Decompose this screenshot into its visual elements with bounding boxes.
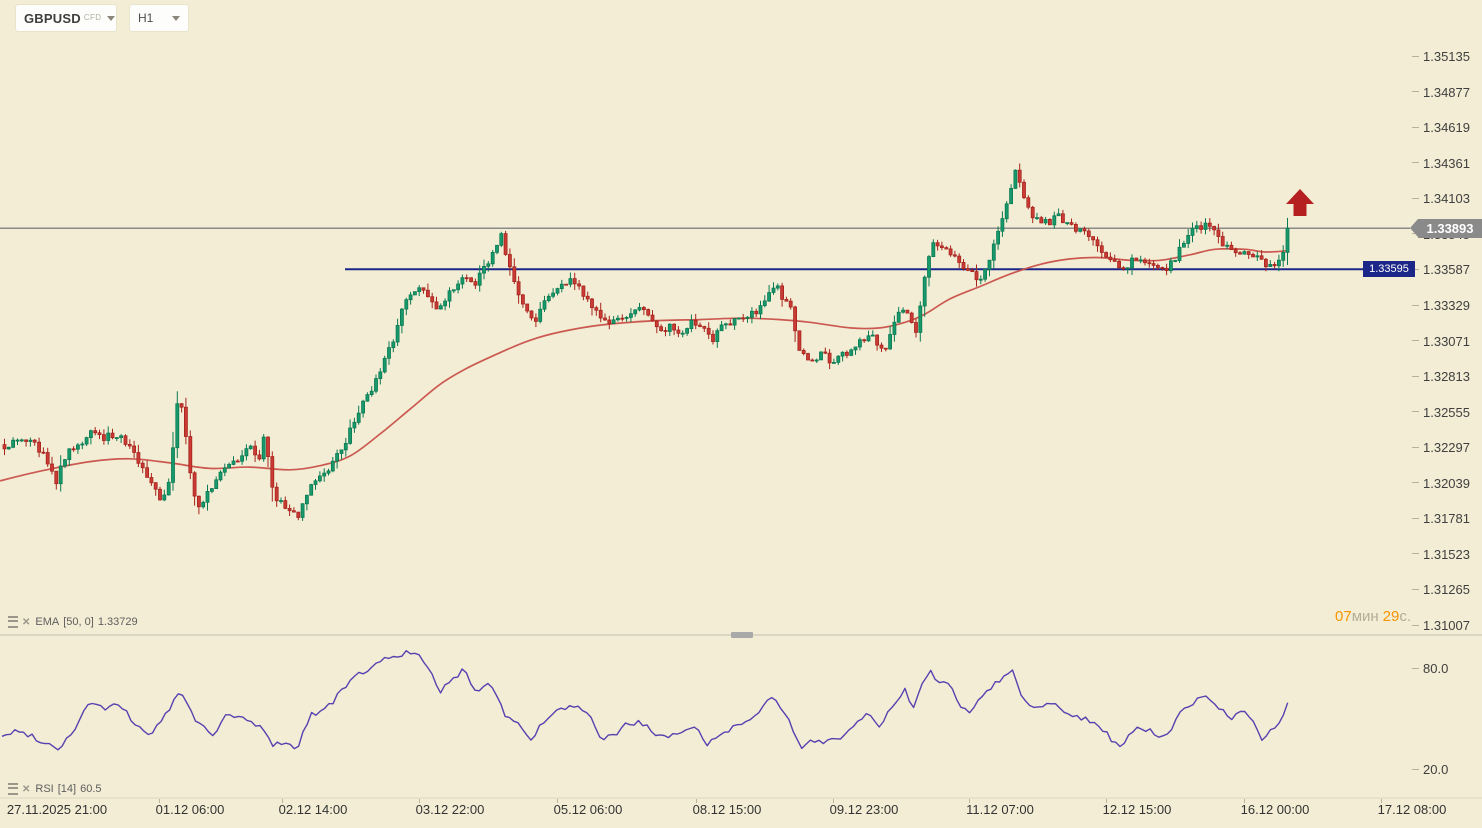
ema-name: EMA — [35, 616, 60, 628]
symbol-type-badge: CFD — [83, 12, 102, 22]
rsi-params: [14] — [57, 783, 77, 795]
timeframe-label: H1 — [138, 11, 154, 25]
pane-resize-handle[interactable] — [0, 632, 1482, 799]
timeframe-selector[interactable]: H1 — [130, 5, 188, 31]
countdown-minutes-unit: мин — [1351, 608, 1379, 625]
ema-line — [0, 247, 1289, 482]
countdown-seconds-unit: с. — [1399, 608, 1412, 625]
current-price-tag: 1.33893 — [1410, 218, 1482, 238]
symbol-selector[interactable]: GBPUSD CFD — [16, 5, 116, 31]
ema-value: 1.33729 — [97, 616, 138, 628]
rsi-name: RSI — [35, 783, 54, 795]
rsi-indicator-label: ✕ RSI [14] 60.5 — [8, 783, 106, 795]
countdown-seconds: 29 — [1382, 608, 1400, 625]
arrow-up-icon[interactable] — [1286, 189, 1314, 216]
candlestick-series — [2, 163, 1290, 521]
rsi-line — [1, 650, 1289, 751]
symbol-name: GBPUSD — [24, 10, 81, 26]
chevron-down-icon — [172, 15, 180, 21]
countdown-minutes: 07 — [1335, 608, 1352, 625]
chevron-down-icon — [107, 15, 116, 21]
ema-params: [50, 0] — [63, 616, 94, 628]
settings-icon[interactable] — [8, 616, 18, 628]
settings-icon[interactable] — [8, 783, 18, 795]
close-icon[interactable]: ✕ — [22, 783, 31, 795]
close-icon[interactable]: ✕ — [22, 616, 31, 628]
support-level-tag: 1.33595 — [1363, 261, 1415, 278]
candle-countdown: 07мин 29с. — [1335, 608, 1417, 625]
rsi-value: 60.5 — [80, 783, 102, 795]
ema-indicator-label: ✕ EMA [50, 0] 1.33729 — [8, 616, 142, 628]
horizontal-price-lines — [0, 227, 1410, 271]
